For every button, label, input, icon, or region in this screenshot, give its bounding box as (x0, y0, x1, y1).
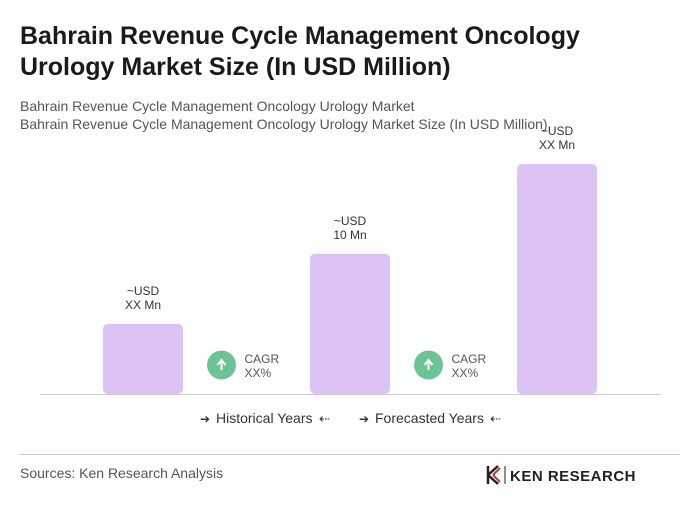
value-label: ~USD (127, 284, 160, 298)
chart-title: Urology Market Size (In USD Million) (20, 53, 451, 81)
cagr-arrow (216, 358, 227, 370)
cagr-label: CAGR (245, 352, 280, 366)
legend-arrow: ⇠ (490, 411, 501, 426)
chart-title: Bahrain Revenue Cycle Management Oncolog… (20, 22, 580, 50)
value-label: 10 Mn (333, 228, 366, 242)
legend-label: Forecasted Years (375, 410, 484, 426)
logo-icon (486, 465, 506, 485)
legend-arrow: ⇠ (319, 411, 330, 426)
cagr-label: CAGR (452, 352, 487, 366)
logo-text: KEN RESEARCH (510, 468, 636, 485)
value-label: ~USD (334, 214, 367, 228)
cagr-arrow (423, 358, 434, 370)
cagr-value: XX% (245, 366, 272, 380)
bar (517, 164, 597, 394)
value-label: XX Mn (539, 138, 575, 152)
value-label: XX Mn (125, 298, 161, 312)
value-label: ~USD (541, 124, 574, 138)
legend-arrow: ➔ (359, 412, 369, 426)
chart-subtitle: Bahrain Revenue Cycle Management Oncolog… (20, 116, 548, 132)
legend-arrow: ➔ (200, 412, 210, 426)
bar (103, 323, 183, 394)
chart-subtitle: Bahrain Revenue Cycle Management Oncolog… (20, 98, 415, 114)
legend-label: Historical Years (216, 410, 313, 426)
source: Sources: Ken Research Analysis (20, 465, 223, 481)
bar (310, 253, 390, 394)
cagr-value: XX% (452, 366, 479, 380)
